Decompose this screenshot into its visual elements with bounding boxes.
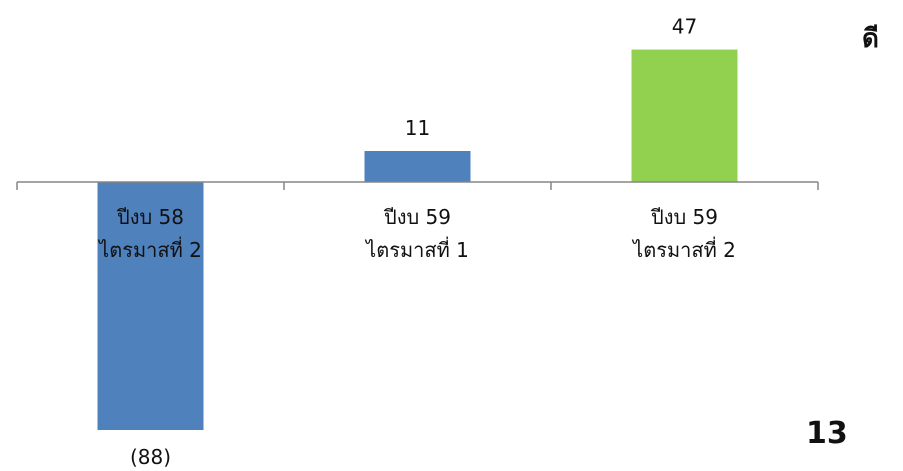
x-tick-label-1: ปีงบ 58 ไตรมาสที่ 2 [97, 205, 202, 262]
bar-1 [97, 182, 204, 430]
data-label-3: 47 [672, 15, 697, 39]
page-number: 13 [806, 416, 848, 451]
data-label-1: (88) [130, 445, 171, 469]
side-label: ดี [862, 24, 879, 54]
bar-2 [364, 151, 471, 182]
bar-3 [631, 49, 738, 182]
data-label-2: 11 [405, 116, 430, 140]
x-tick-label-3: ปีงบ 59 ไตรมาสที่ 2 [631, 205, 736, 262]
x-tick-label-2: ปีงบ 59 ไตรมาสที่ 1 [364, 205, 469, 262]
